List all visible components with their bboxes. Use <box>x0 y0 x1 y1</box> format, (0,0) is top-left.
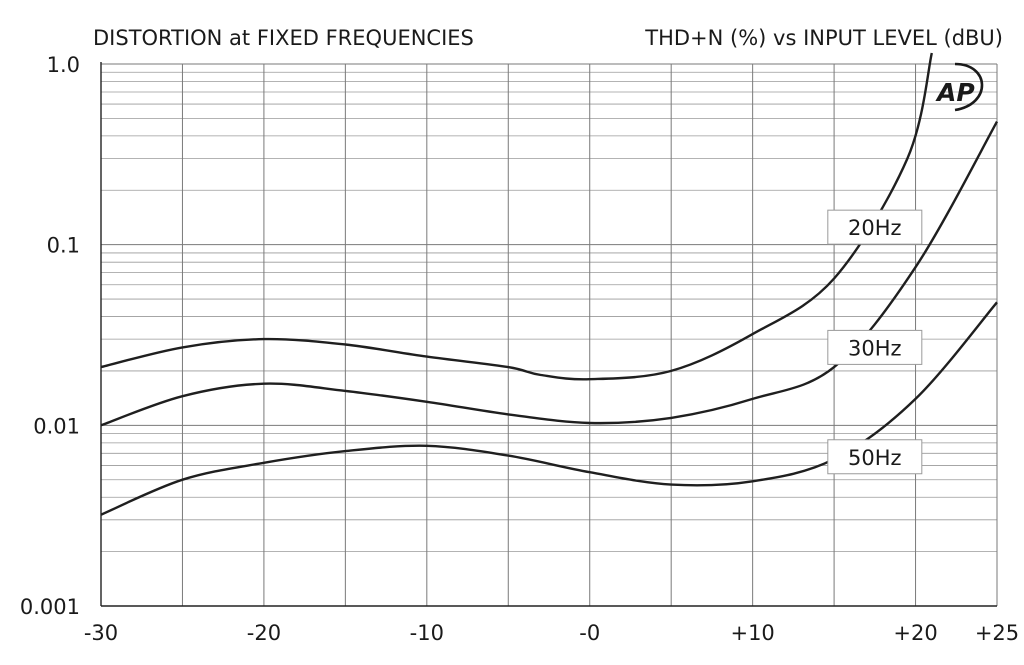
audio-precision-logo: AP <box>935 62 984 112</box>
series-line-30Hz <box>101 121 999 427</box>
series-labels: 20Hz 30Hz 50Hz <box>827 209 923 475</box>
logo-text: AP <box>935 78 975 107</box>
series-label-box-20Hz <box>827 209 923 245</box>
minor-gridlines <box>101 71 997 553</box>
series-line-20Hz <box>101 52 933 381</box>
y-tick-label: 0.001 <box>20 595 80 619</box>
y-tick-label: 0.01 <box>33 414 80 438</box>
x-tick-label: +20 <box>893 621 937 645</box>
series-label-box-30Hz <box>827 329 923 365</box>
x-tick-label: -30 <box>84 621 118 645</box>
x-tick-label: -10 <box>410 621 444 645</box>
chart-subtitle: THD+N (%) vs INPUT LEVEL (dBU) <box>644 26 1003 50</box>
axes <box>100 62 997 607</box>
x-tick-label: +25 <box>975 621 1019 645</box>
x-tick-label: -20 <box>247 621 281 645</box>
series-label-20Hz: 20Hz <box>848 216 902 240</box>
tick-labels: 1.0 0.1 0.01 0.001-30 -20 -10 -0 +10 +20 +25 <box>20 53 1019 645</box>
chart-title: DISTORTION at FIXED FREQUENCIES <box>93 26 474 50</box>
x-tick-label: +10 <box>730 621 774 645</box>
logo-arc <box>954 62 984 112</box>
y-tick-label: 1.0 <box>47 53 80 77</box>
series-label-box-50Hz <box>827 439 923 475</box>
series-label-50Hz: 50Hz <box>848 446 902 470</box>
series-label-30Hz: 30Hz <box>848 336 902 360</box>
y-tick-label: 0.1 <box>47 234 80 258</box>
x-tick-label: -0 <box>579 621 600 645</box>
